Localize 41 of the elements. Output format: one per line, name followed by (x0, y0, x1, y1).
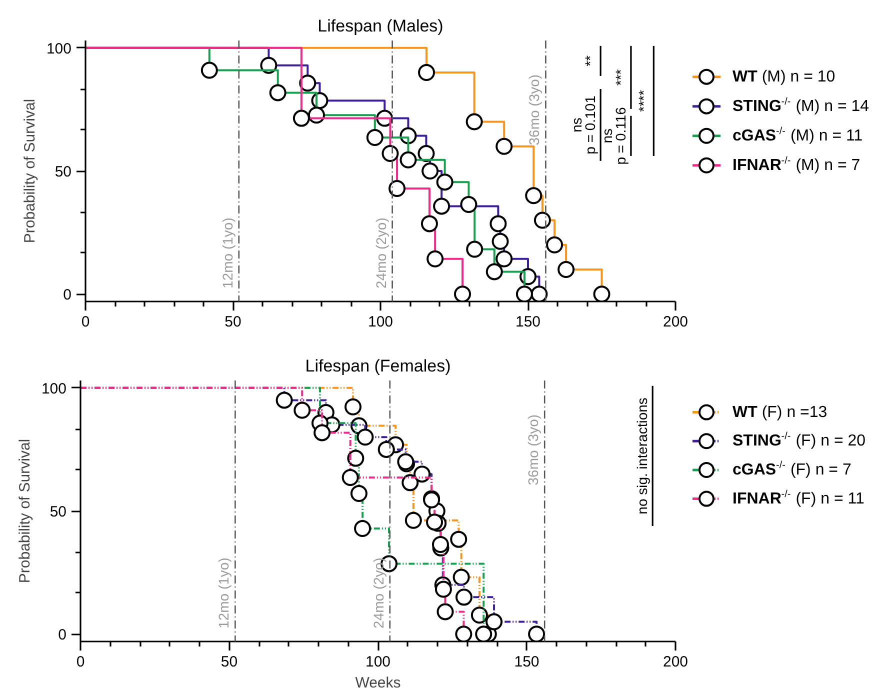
legend-label: STING-/- (F) n = 20 (732, 431, 866, 450)
y-tick-label: 100 (46, 40, 72, 58)
legend-label: WT (F) n =13 (732, 404, 828, 421)
x-tick-label: 150 (514, 654, 540, 670)
legend-label: cGAS-/- (F) n = 7 (732, 460, 852, 478)
ref-line-label: 24mo (2yo) (370, 558, 386, 628)
legend-label: cGAS-/- (M) n = 11 (732, 126, 863, 144)
x-tick-label: 100 (368, 314, 394, 330)
ref-line-label: 12mo (1yo) (219, 218, 236, 288)
y-tick-label: 50 (50, 504, 67, 520)
legend-label: IFNAR-/- (M) n = 7 (732, 155, 860, 174)
annotation: ns p = 0.101 (568, 95, 598, 154)
x-tick-label: 200 (662, 654, 688, 670)
legend-label: IFNAR-/- (F) n = 11 (732, 488, 864, 508)
x-tick-label: 200 (662, 314, 688, 330)
x-tick-label: 150 (515, 314, 541, 330)
y-tick-label: 50 (54, 164, 72, 180)
x-tick-label: 50 (224, 314, 242, 330)
y-tick-label: 100 (41, 380, 67, 398)
y-axis-title: Probability of Survival (16, 438, 34, 584)
annotation: *** (612, 68, 629, 86)
annotation: ns p = 0.116 (599, 106, 629, 165)
legend-label: WT (M) n = 10 (732, 68, 836, 86)
ref-line-label: 36mo (3yo) (526, 74, 542, 146)
x-tick-label: 100 (365, 654, 391, 670)
x-tick-label: 0 (81, 314, 90, 330)
ref-line-label: 12mo (1yo) (216, 558, 232, 628)
x-tick-label: 0 (76, 654, 85, 670)
ref-line-label: 24mo (2yo) (372, 218, 389, 288)
annotation: no sig. interactions (634, 398, 650, 514)
legend-label: STING-/- (M) n = 14 (732, 96, 870, 115)
ref-line-label: 36mo (3yo) (525, 414, 542, 486)
y-axis-title: Probability of Survival (21, 98, 38, 244)
chart-title: Lifespan (Females) (305, 356, 451, 376)
y-tick-label: 0 (58, 626, 66, 644)
y-tick-label: 0 (63, 286, 72, 304)
x-tick-label: 50 (220, 654, 238, 670)
chart-title: Lifespan (Males) (318, 16, 444, 36)
annotation: ** (582, 54, 598, 66)
x-axis-title: Weeks (355, 674, 401, 692)
annotation: **** (635, 90, 652, 112)
